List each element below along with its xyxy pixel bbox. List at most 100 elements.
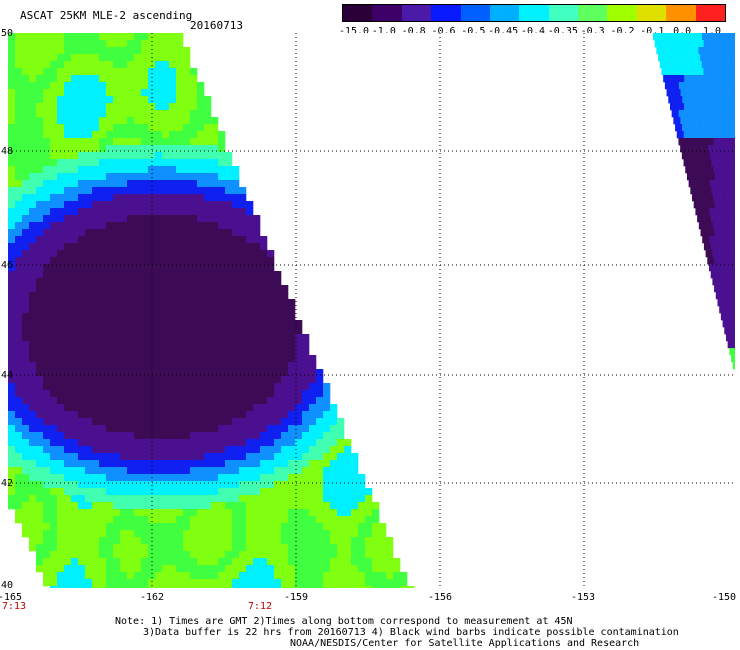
swath-cell — [85, 152, 93, 160]
swath-cell — [71, 292, 79, 300]
swath-cell — [92, 33, 100, 41]
swath-cell — [64, 243, 72, 251]
swath-cell — [225, 348, 233, 356]
swath-cell — [316, 537, 324, 545]
swath-cell — [134, 586, 142, 588]
swath-cell — [22, 75, 30, 83]
swath-cell — [22, 474, 30, 482]
swath-cell — [316, 586, 324, 588]
swath-cell — [36, 362, 44, 370]
swath-cell — [358, 495, 366, 503]
swath-cell — [22, 334, 30, 342]
swath-cell — [113, 586, 121, 588]
swath-cell — [697, 215, 705, 223]
swath-cell — [309, 579, 317, 587]
swath-cell — [64, 278, 72, 286]
swath-cell — [29, 152, 37, 160]
swath-cell — [113, 376, 121, 384]
swath-cell — [204, 222, 212, 230]
swath-cell — [211, 250, 219, 258]
swath-cell — [253, 572, 261, 580]
swath-cell — [225, 271, 233, 279]
swath-cell — [50, 327, 58, 335]
swath-cell — [141, 159, 149, 167]
swath-cell — [225, 376, 233, 384]
swath-cell — [712, 47, 720, 55]
swath-cell — [57, 383, 65, 391]
swath-cell — [176, 75, 184, 83]
swath-cell — [351, 537, 359, 545]
swath-cell — [288, 439, 296, 447]
swath-cell — [71, 481, 79, 489]
color-scale-segment — [431, 5, 462, 21]
swath-cell — [302, 523, 310, 531]
swath-cell — [127, 537, 135, 545]
swath-cell — [379, 579, 387, 587]
swath-cell — [148, 509, 156, 517]
swath-cell — [183, 117, 191, 125]
swath-cell — [267, 439, 275, 447]
swath-cell — [155, 124, 163, 132]
swath-cell — [232, 341, 240, 349]
swath-cell — [50, 89, 58, 97]
swath-cell — [197, 103, 205, 111]
swath-cell — [309, 362, 317, 370]
swath-cell — [253, 348, 261, 356]
swath-cell — [134, 425, 142, 433]
swath-cell — [337, 572, 345, 580]
swath-cell — [120, 187, 128, 195]
swath-cell — [665, 54, 673, 62]
swath-cell — [183, 411, 191, 419]
swath-cell — [57, 551, 65, 559]
swath-cell — [43, 509, 51, 517]
swath-cell — [673, 89, 681, 97]
swath-cell — [29, 341, 37, 349]
swath-cell — [92, 418, 100, 426]
swath-cell — [134, 278, 142, 286]
swath-cell — [169, 327, 177, 335]
swath-cell — [50, 530, 58, 538]
swath-cell — [246, 320, 254, 328]
swath-cell — [43, 369, 51, 377]
swath-cell — [386, 551, 394, 559]
swath-cell — [78, 271, 86, 279]
swath-cell — [36, 110, 44, 118]
swath-cell — [337, 551, 345, 559]
swath-cell — [204, 243, 212, 251]
swath-cell — [239, 495, 247, 503]
swath-cell — [36, 369, 44, 377]
swath-cell — [204, 551, 212, 559]
swath-cell — [197, 481, 205, 489]
swath-cell — [113, 565, 121, 573]
swath-cell — [162, 229, 170, 237]
swath-cell — [274, 537, 282, 545]
swath-cell — [106, 166, 114, 174]
swath-cell — [218, 152, 226, 160]
swath-cell — [106, 278, 114, 286]
swath-cell — [148, 453, 156, 461]
swath-cell — [22, 236, 30, 244]
swath-cell — [295, 502, 303, 510]
swath-cell — [714, 285, 722, 293]
swath-cell — [288, 558, 296, 566]
swath-cell — [295, 530, 303, 538]
swath-cell — [689, 40, 697, 48]
swath-cell — [232, 264, 240, 272]
swath-cell — [71, 243, 79, 251]
swath-cell — [714, 257, 722, 265]
swath-cell — [711, 215, 719, 223]
swath-cell — [176, 404, 184, 412]
swath-cell — [190, 418, 198, 426]
swath-cell — [197, 138, 205, 146]
swath-cell — [134, 187, 142, 195]
swath-cell — [309, 530, 317, 538]
swath-cell — [678, 82, 687, 90]
swath-cell — [218, 236, 226, 244]
swath-cell — [29, 89, 37, 97]
swath-cell — [225, 194, 233, 202]
swath-cell — [71, 271, 79, 279]
swath-cell — [295, 474, 303, 482]
swath-cell — [162, 418, 170, 426]
swath-cell — [155, 257, 163, 265]
swath-cell — [155, 439, 163, 447]
